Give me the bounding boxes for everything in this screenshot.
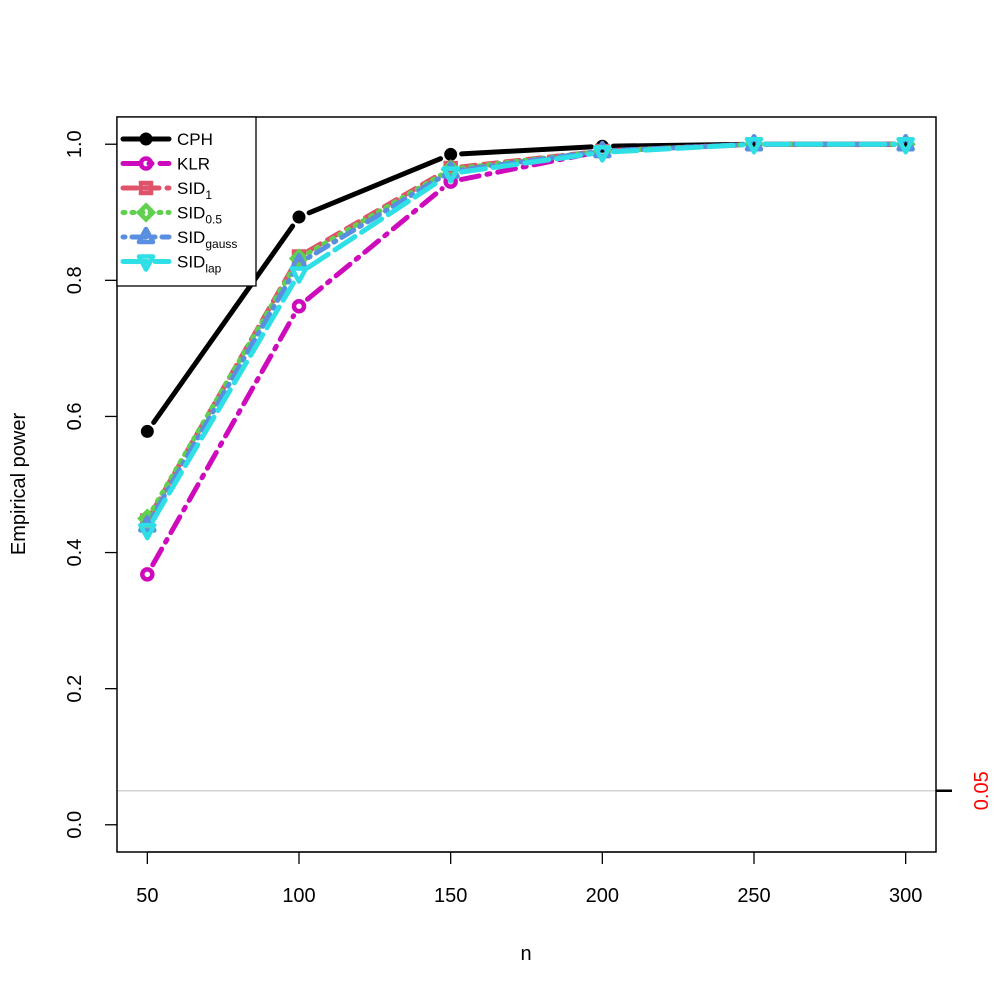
series-cph [140,137,913,438]
series-segment [459,151,594,175]
legend-marker [136,226,156,245]
x-tick-label: 50 [136,885,158,907]
series-segment [305,177,444,270]
data-point [140,567,155,582]
series-segment [151,223,296,425]
x-axis-title: n [520,943,531,965]
data-point [288,248,310,269]
y-tick-label: 0.8 [64,266,86,294]
y-axis-title: Empirical power [8,413,30,556]
data-point [291,298,307,314]
x-tick-label: 200 [586,885,619,907]
x-tick-label: 100 [282,885,315,907]
series-segment [150,265,296,512]
y-tick-label: 0.6 [64,403,86,431]
x-tick-label: 150 [434,885,467,907]
series-segment [459,144,594,157]
series-segment [610,142,746,155]
y-tick-label: 0.4 [64,539,86,567]
data-point [292,210,306,224]
legend-label: CPH [177,130,213,149]
series-segment [150,270,296,519]
data-point [896,136,915,155]
data-point [289,266,309,284]
legend-label: KLR [177,155,210,174]
legend-marker [135,202,157,223]
series-segment [305,186,445,302]
series-klr [140,136,913,582]
reference-line-layer: 0.05 [117,771,993,810]
y-tick-label: 0.2 [64,675,86,703]
data-point [441,166,460,184]
axes: 50 100 150 200 250 300 0.0 0.2 0.4 0.6 0.8 1.0 [64,116,937,907]
data-point [593,145,612,163]
legend-marker [136,254,156,272]
legend-marker [139,132,153,146]
legend-marker [138,180,154,196]
legend-label: SID1 [177,179,212,202]
series-segment [306,156,443,216]
data-point [140,424,154,438]
data-point [444,147,458,161]
x-tick-label: 300 [889,885,922,907]
series-segment [305,174,444,261]
legend-marker [138,156,154,171]
series-sidlap [138,136,915,541]
y-tick-label: 1.0 [64,130,86,158]
y-tick-label: 0.0 [64,811,86,839]
x-tick-label: 250 [737,885,770,907]
series-segment [150,313,297,568]
data-point [138,522,157,541]
series-segment [150,280,296,524]
reference-label: 0.05 [971,771,993,810]
data-point [744,136,764,155]
series-layer [137,133,916,582]
